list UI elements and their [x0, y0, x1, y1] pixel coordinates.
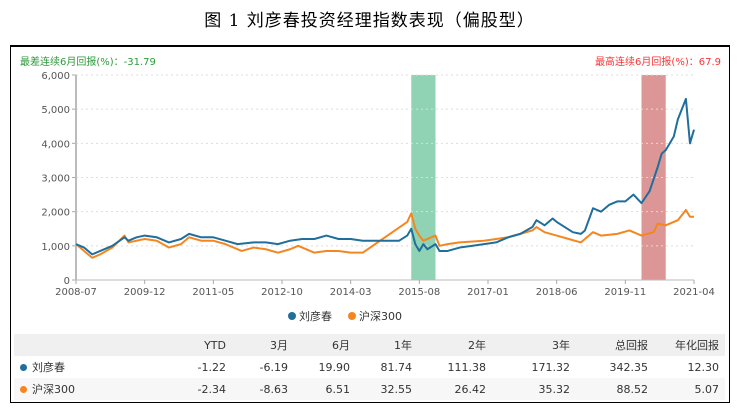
column-header: 3月 — [270, 339, 288, 352]
table-cell: -6.19 — [259, 360, 288, 374]
x-tick-label: 2011-05 — [192, 287, 234, 298]
returns-table: YTD 3月 6月 1年 2年 3年 总回报 年化回报 刘彦春 -1.22 -6.19 19.90 8… — [14, 334, 725, 400]
x-tick-label: 2012-10 — [261, 287, 303, 298]
series-color-dot — [20, 385, 27, 393]
y-tick-label: 0 — [64, 276, 70, 287]
figure-title: 图 1 刘彦春投资经理指数表现（偏股型） — [204, 11, 535, 31]
worst-6m-return-label: 最差连续6月回报(%)：-31.79 — [20, 57, 156, 68]
legend-label: 刘彦春 — [299, 309, 332, 323]
y-tick-label: 4,000 — [41, 139, 70, 150]
x-tick-label: 2008-07 — [55, 287, 97, 298]
legend-marker — [288, 312, 296, 320]
y-tick-label: 2,000 — [41, 208, 70, 219]
column-header: 6月 — [332, 339, 350, 352]
column-header: 1年 — [394, 339, 412, 352]
chart-frame — [10, 45, 730, 403]
table-cell: 81.74 — [380, 360, 413, 374]
y-tick-label: 1,000 — [41, 242, 70, 253]
table-cell: 32.55 — [380, 382, 413, 396]
table-cell: 35.32 — [538, 382, 571, 396]
table-cell: 26.42 — [454, 382, 487, 396]
table-cell: 111.38 — [447, 360, 487, 374]
row-name: 刘彦春 — [14, 359, 164, 375]
table-cell: -8.63 — [259, 382, 288, 396]
x-tick-label: 2021-04 — [673, 287, 715, 298]
column-header: 3年 — [552, 339, 570, 352]
series-name: 沪深300 — [32, 383, 75, 396]
series-line-manager — [75, 97, 695, 256]
table-cell: 19.90 — [318, 360, 351, 374]
x-tick-label: 2009-12 — [124, 287, 166, 298]
table-cell: 342.35 — [609, 360, 649, 374]
table-cell: 171.32 — [531, 360, 571, 374]
y-tick-label: 5,000 — [41, 105, 70, 116]
x-tick-label: 2019-11 — [604, 287, 646, 298]
table-row: 沪深300 -2.34 -8.63 6.51 32.55 26.42 35.32 88.52 5… — [14, 378, 725, 400]
column-header: 年化回报 — [675, 339, 719, 352]
column-header: 总回报 — [615, 339, 648, 352]
table-cell: -1.22 — [197, 360, 226, 374]
row-name: 沪深300 — [14, 381, 164, 397]
table-cell: -2.34 — [197, 382, 226, 396]
series-line-csi300 — [75, 208, 694, 259]
line-chart: 0 1,000 2,000 3,000 4,000 5,000 6,000 2008-07 20… — [41, 71, 715, 323]
x-tick-label: 2018-06 — [536, 287, 578, 298]
table-cell: 88.52 — [616, 382, 649, 396]
table-row: 刘彦春 -1.22 -6.19 19.90 81.74 111.38 171.32 342.3… — [14, 356, 725, 378]
legend-marker — [348, 312, 356, 320]
table-cell: 12.30 — [687, 360, 720, 374]
x-tick-label: 2015-08 — [398, 287, 440, 298]
column-header: YTD — [204, 338, 226, 352]
x-tick-label: 2017-01 — [467, 287, 509, 298]
table-cell: 5.07 — [694, 382, 720, 396]
y-tick-label: 3,000 — [41, 174, 70, 185]
series-color-dot — [20, 363, 27, 371]
x-tick-label: 2014-03 — [330, 287, 372, 298]
series-name: 刘彦春 — [32, 361, 65, 374]
table-header-row: YTD 3月 6月 1年 2年 3年 总回报 年化回报 — [14, 334, 725, 356]
y-tick-label: 6,000 — [41, 71, 70, 82]
legend-label: 沪深300 — [359, 309, 402, 323]
best-6m-return-label: 最高连续6月回报(%)：67.9 — [595, 57, 721, 68]
column-header: 2年 — [468, 339, 486, 352]
table-cell: 6.51 — [325, 382, 351, 396]
